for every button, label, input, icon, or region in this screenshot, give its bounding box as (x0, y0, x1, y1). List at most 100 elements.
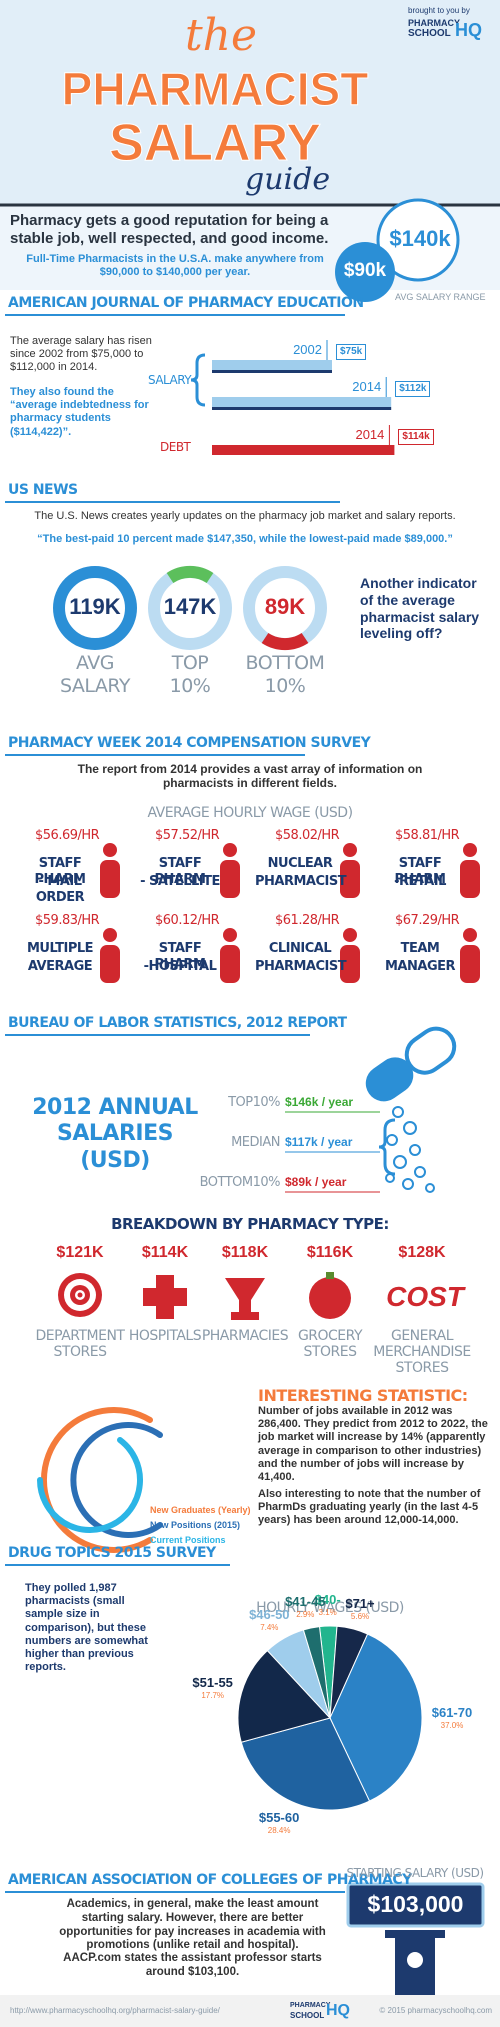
title-line: PHARMACIST (61, 62, 369, 115)
role: NUCLEAR (267, 856, 333, 871)
range-circle (376, 198, 460, 282)
role: PHARMACIST (255, 874, 347, 889)
role: PHARMACIST (255, 959, 347, 974)
pie-value-label: 28.4% (267, 1825, 291, 1835)
stat-label: SALARY (59, 675, 131, 697)
bls-label: TOP10% (228, 1095, 280, 1110)
footer-copyright: © 2015 pharmacyschoolhq.com (379, 2006, 492, 2015)
bar-base (212, 407, 392, 410)
role: - MAIL ORDER (35, 874, 85, 905)
type-salary: $128K (398, 1244, 446, 1261)
person-head (223, 843, 237, 857)
sign-value: $103,000 (367, 1891, 464, 1917)
ring-highlight (261, 632, 309, 650)
role: -RETAIL (394, 874, 446, 889)
bar-value: $114k (398, 429, 434, 445)
usnews-quote: “The best-paid 10 percent made $147,350,… (37, 533, 453, 545)
section-heading: PHARMACY WEEK 2014 COMPENSATION SURVEY (8, 735, 371, 751)
person-head (103, 843, 117, 857)
bls-value: $117k / year (285, 1135, 353, 1149)
wage: $57.52/HR (155, 828, 220, 843)
role: STAFF PHARM (34, 856, 86, 887)
cost-logo: COST (386, 1281, 464, 1312)
legend-item: New Graduates (Yearly) (150, 1505, 251, 1515)
person-body (220, 860, 240, 898)
wage: $60.12/HR (155, 913, 220, 928)
legend-item: Current Positions (150, 1535, 226, 1545)
brand: PHARMACY (408, 18, 461, 28)
stat-ring (53, 566, 137, 650)
person-head (343, 928, 357, 942)
interesting-text: Number of jobs available in 2012 was 286… (258, 1405, 488, 1483)
role: - SATELLITE (140, 874, 220, 889)
bls-value: $89k / year (285, 1175, 347, 1189)
footer-brand: PHARMACY (290, 2002, 331, 2009)
bls-label: BOTTOM10% (199, 1175, 281, 1190)
type-name: HOSPITALS (128, 1328, 202, 1344)
person-body (460, 860, 480, 898)
section-heading: BUREAU OF LABOR STATISTICS, 2012 REPORT (8, 1015, 347, 1031)
ring-highlight (166, 566, 214, 584)
stat-label: BOTTOM (245, 652, 325, 674)
stat-value: 119K (69, 594, 121, 619)
role: MULTIPLE (26, 941, 94, 956)
wage: $56.69/HR (35, 828, 100, 843)
person-body (100, 945, 120, 983)
title-the: the (185, 10, 258, 61)
footer-url: http://www.pharmacyschoolhq.org/pharmaci… (10, 2006, 220, 2015)
pie-label: $46-50 (249, 1607, 290, 1623)
section-heading: US NEWS (8, 482, 78, 498)
bar-group-label: DEBT (160, 440, 191, 454)
bls-title: 2012 ANNUAL SALARIES (USD) (32, 1095, 198, 1173)
bar-value: $112k (395, 381, 431, 397)
type-name: GROCERY (297, 1328, 363, 1344)
bar-year: 2014 (352, 379, 382, 394)
pie-label: $51-55 (192, 1674, 233, 1690)
type-name: STORES (53, 1344, 107, 1360)
bar-value: $75k (336, 344, 367, 360)
pw-subheading: AVERAGE HOURLY WAGE (USD) (147, 805, 353, 821)
pie-slice (237, 1649, 331, 1743)
pie-value-label: 37.0% (440, 1720, 464, 1730)
stat-value: 89K (264, 594, 306, 619)
pie-value-label: 5.6% (350, 1611, 370, 1621)
wage: $59.83/HR (35, 913, 100, 928)
type-salary: $118K (221, 1244, 269, 1261)
pie-label: $55-60 (258, 1809, 300, 1825)
ajpe-text: They also found the “average indebtednes… (10, 386, 149, 438)
role: -HOSPITAL (143, 959, 217, 974)
range-high: $140k (389, 226, 451, 251)
bar-base (212, 370, 332, 373)
type-name: MERCHANDISE (373, 1344, 471, 1360)
breakdown-heading: BREAKDOWN BY PHARMACY TYPE: (111, 1215, 389, 1233)
drug-text: They polled 1,987 pharmacists (small sam… (25, 1582, 148, 1674)
type-name: STORES (303, 1344, 357, 1360)
credit: brought to you by (408, 6, 470, 15)
bar-year: 2002 (293, 342, 322, 357)
type-name: GENERAL (390, 1328, 454, 1344)
salary-bar (212, 445, 395, 455)
person-head (343, 843, 357, 857)
stat-value: 147K (163, 594, 217, 619)
pie-value-label: 17.7% (201, 1690, 225, 1700)
pie-label: $61-70 (431, 1704, 473, 1720)
section-heading: DRUG TOPICS 2015 SURVEY (8, 1545, 216, 1561)
bls-label: MEDIAN (231, 1135, 280, 1150)
aacp-text: AACP.com states the assistant professor … (63, 1952, 322, 1978)
pie-label: $71+ (345, 1595, 375, 1611)
footer-brand: SCHOOL (290, 2011, 325, 2020)
ajpe-text: The average salary has risen since 2002 … (10, 335, 152, 374)
pie-value-label: 7.4% (260, 1623, 279, 1633)
sign-label: STARTING SALARY (USD) (346, 1866, 484, 1880)
pie-slice (240, 1717, 371, 1811)
aacp-text: Academics, in general, make the least am… (59, 1898, 326, 1952)
person-body (460, 945, 480, 983)
person-head (463, 928, 477, 942)
person-body (340, 945, 360, 983)
footer-brand: HQ (326, 2002, 350, 2019)
person-head (463, 843, 477, 857)
stat-label: TOP (171, 652, 209, 674)
range-label: AVG SALARY RANGE (395, 292, 486, 302)
person-body (340, 860, 360, 898)
intro-subtext: Full-Time Pharmacists in the U.S.A. make… (26, 253, 324, 279)
